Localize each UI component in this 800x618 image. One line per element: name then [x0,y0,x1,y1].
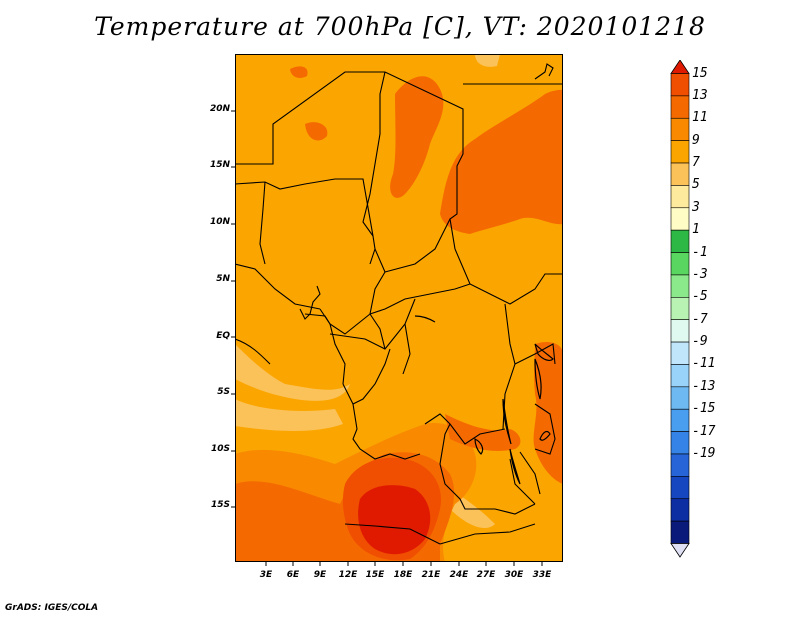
colorbar-swatch [670,252,690,276]
x-tick-label: 24E [449,570,469,580]
y-tick-label: 15S [210,500,230,510]
colorbar-label: 11 [692,110,708,126]
y-tick-label: 20N [209,104,230,114]
y-tick-label: 5N [216,274,230,284]
x-tick-label: 33E [532,570,552,580]
colorbar-label: 7 [692,155,700,171]
colorbar-label: 9 [692,132,700,148]
colorbar-swatch [670,274,690,298]
colorbar-label: -9 [692,334,708,350]
colorbar-swatch [670,73,690,97]
field-warm-north [390,76,444,198]
field-warm-nw-small [305,122,328,141]
field-warm-ne [440,89,563,234]
plot-title: Temperature at 700hPa [C], VT: 202010121… [94,12,706,41]
colorbar-swatch [670,408,690,432]
colorbar-label: -7 [692,311,708,327]
y-tick-label: 5S [217,387,230,397]
colorbar-bottom-arrow [670,543,690,558]
map-frame [235,54,563,562]
colorbar-label: 15 [692,65,708,81]
colorbar-swatch [670,431,690,455]
x-tick-label: 6E [286,570,300,580]
colorbar-top-arrow [670,60,690,74]
colorbar-swatch [670,207,690,231]
colorbar [670,60,690,558]
colorbar-swatch [670,229,690,253]
axis-ticks [231,110,543,566]
x-tick-label: 21E [421,570,441,580]
colorbar-swatch [670,162,690,186]
field-cool-ne [475,54,500,67]
colorbar-swatch [670,95,690,119]
colorbar-label: -11 [692,356,716,372]
colorbar-swatch [670,117,690,141]
colorbar-swatch [670,364,690,388]
colorbar-swatch [670,453,690,477]
colorbar-label: 1 [692,222,700,238]
lakes [414,315,554,485]
map-panel [235,54,563,562]
x-tick-label: 15E [365,570,385,580]
colorbar-label: -17 [692,423,716,439]
field-cool-southwest [235,399,343,431]
colorbar-label: -5 [692,289,708,305]
colorbar-label: -1 [692,244,708,260]
y-tick-label: EQ [216,331,230,341]
colorbar-swatch [670,140,690,164]
colorbar-swatch [670,520,690,544]
colorbar-swatch [670,319,690,343]
coastline [235,63,554,365]
field-warm-top [290,66,308,78]
colorbar-swatch [670,498,690,522]
colorbar-swatch [670,297,690,320]
colorbar-label: 5 [692,177,700,193]
colorbar-swatch [670,476,690,500]
x-tick-label: 3E [259,570,273,580]
field-hottest-core [358,485,431,555]
y-tick-label: 10S [210,444,230,454]
x-tick-label: 30E [504,570,524,580]
credit-text: GrADS: IGES/COLA [5,603,99,613]
y-tick-label: 10N [209,217,230,227]
colorbar-label: 3 [692,199,700,215]
colorbar-swatch [670,341,690,365]
colorbar-label: 13 [692,87,708,103]
x-tick-label: 18E [393,570,413,580]
colorbar-swatch [670,185,690,209]
colorbar-label: -19 [692,445,716,461]
colorbar-label: -3 [692,266,708,282]
x-tick-label: 12E [338,570,358,580]
y-tick-label: 15N [209,160,230,170]
colorbar-label: -15 [692,401,716,417]
x-tick-label: 27E [476,570,496,580]
colorbar-label: -13 [692,378,716,394]
field-cool-west [235,344,350,401]
x-tick-label: 9E [313,570,327,580]
country-borders [235,71,563,545]
colorbar-swatch [670,386,690,410]
